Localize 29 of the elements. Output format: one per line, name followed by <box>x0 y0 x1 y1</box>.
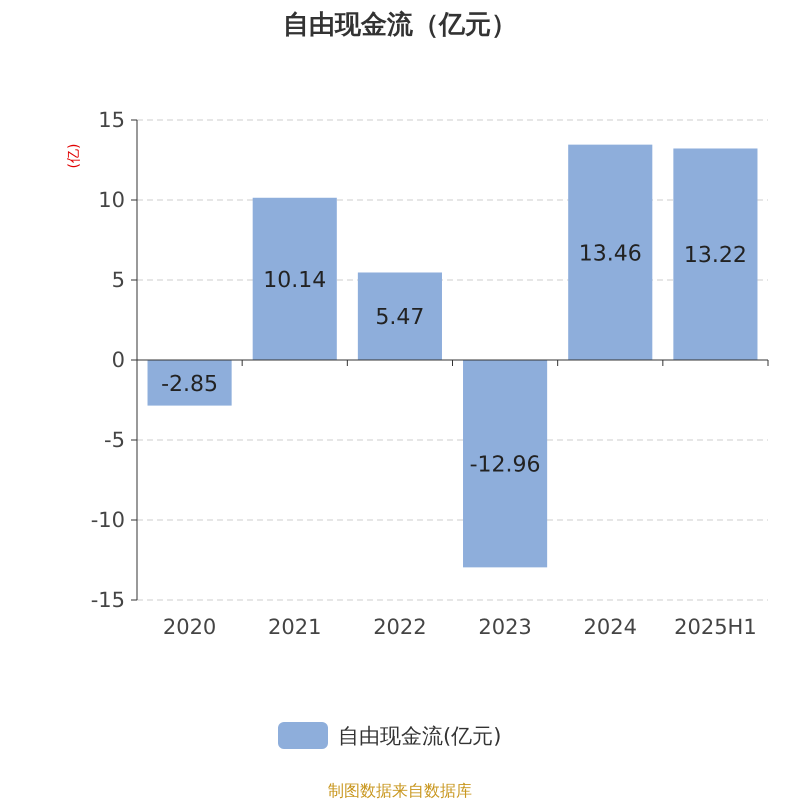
data-label: -12.96 <box>470 452 541 478</box>
x-tick-label: 2024 <box>584 615 637 639</box>
x-tick-label: 2022 <box>373 615 427 639</box>
y-tick-label: 15 <box>98 108 125 132</box>
data-label: 13.46 <box>578 241 642 266</box>
bar <box>673 148 758 360</box>
data-label: 13.22 <box>684 243 747 268</box>
x-tick-label: 2023 <box>478 615 532 639</box>
y-tick-label: 10 <box>98 188 125 212</box>
y-tick-label: -15 <box>90 588 125 612</box>
bar <box>148 360 232 406</box>
y-tick-label: 5 <box>112 268 125 292</box>
x-tick-label: 2020 <box>162 615 216 639</box>
y-tick-label: 0 <box>112 348 125 372</box>
chart-title: 自由现金流（亿元） <box>283 10 517 40</box>
bar <box>568 144 652 360</box>
data-label: 10.14 <box>263 268 326 293</box>
text: 制图数据来自数据库 <box>328 781 472 800</box>
y-axis-title: (亿) <box>66 144 82 168</box>
bar <box>358 272 442 360</box>
bar <box>463 360 548 568</box>
x-tick-label: 2025H1 <box>674 615 757 639</box>
bar <box>252 198 337 360</box>
data-label: -2.85 <box>161 372 218 397</box>
legend-label: 自由现金流(亿元) <box>338 724 502 748</box>
y-tick-label: -10 <box>90 508 125 532</box>
data-label: 5.47 <box>375 305 424 330</box>
y-tick-label: -5 <box>104 428 125 452</box>
x-tick-label: 2021 <box>268 615 322 639</box>
